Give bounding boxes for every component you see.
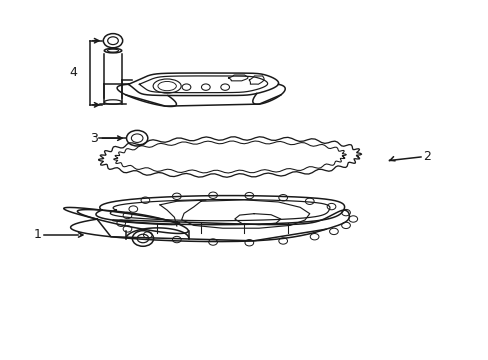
Text: 2: 2 bbox=[423, 150, 430, 163]
Text: 4: 4 bbox=[69, 66, 77, 79]
Text: 1: 1 bbox=[34, 229, 41, 242]
Circle shape bbox=[137, 234, 148, 243]
Text: 3: 3 bbox=[89, 132, 98, 145]
